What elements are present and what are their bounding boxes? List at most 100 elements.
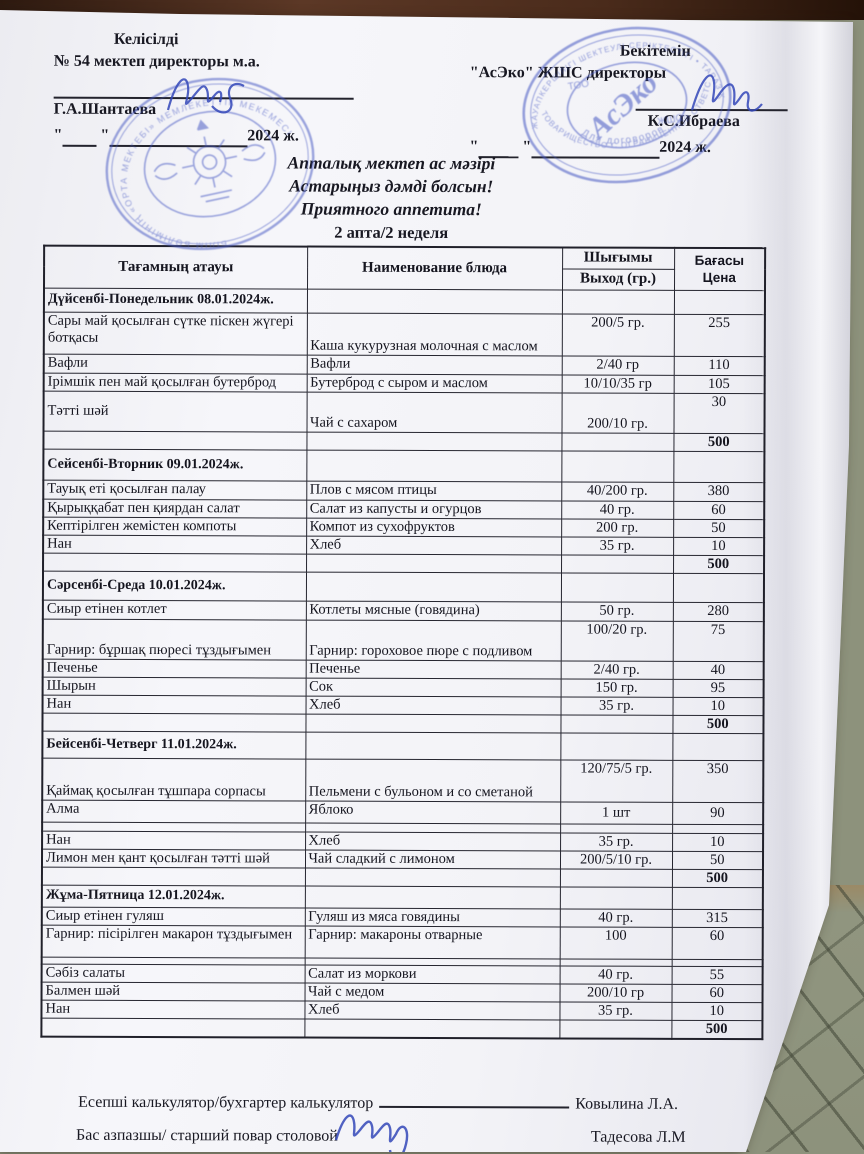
menu-cell-kk: Ірімшік пен май қосылған бутерброд xyxy=(43,372,307,392)
menu-row: Гарнир: бұршақ пюресі тұздығымен Гарнир: … xyxy=(42,618,764,662)
approval-left-title: Келісілді xyxy=(113,30,179,49)
menu-cell-kk: Балмен шәй xyxy=(41,981,305,1001)
menu-row: Сиыр етінен котлет Котлеты мясные (говяди… xyxy=(42,599,764,622)
quote-mark: " xyxy=(53,126,63,144)
menu-cell-price xyxy=(672,572,765,603)
title-line-kk2: Астарыңыз дәмді болсын! xyxy=(289,175,494,197)
menu-cell-out: 35 гр. xyxy=(560,696,673,715)
menu-cell-kk: Сары май қосылған сүтке піскен жүгері бо… xyxy=(43,311,307,355)
menu-cell-ru xyxy=(304,885,560,909)
signature-line-right xyxy=(635,84,788,112)
menu-cell-out xyxy=(560,714,673,733)
menu-cell-price: 315 xyxy=(671,908,763,928)
menu-cell-out: 200/10 гр xyxy=(559,983,672,1002)
menu-cell-ru: Салат из моркови xyxy=(304,964,560,984)
menu-cell-ru xyxy=(304,1018,560,1038)
menu-row: Тәтті шәй Чай с сахаром 200/10 гр. 30 xyxy=(43,390,765,434)
menu-row: Сары май қосылған сүтке піскен жүгері бо… xyxy=(43,311,765,357)
menu-cell-price: 10 xyxy=(673,536,765,556)
menu-cell-kk: Вафли xyxy=(43,353,307,374)
menu-cell-price xyxy=(673,450,765,483)
col-header-output-kk: Шығымы xyxy=(562,247,675,269)
menu-cell-out: 35 гр. xyxy=(559,1001,672,1020)
menu-cell-price: 50 xyxy=(673,518,765,538)
menu-cell-out: 200 гр. xyxy=(561,518,674,537)
menu-cell-ru: Яблоко xyxy=(305,800,561,824)
menu-cell-out: 40 гр. xyxy=(559,965,672,984)
menu-cell-price xyxy=(672,823,764,834)
menu-cell-kk: Нан xyxy=(41,999,305,1019)
menu-cell-kk: Сәбіз салаты xyxy=(41,963,305,983)
price-label-kk: Бағасы xyxy=(694,253,745,269)
day-title: Жұма-Пятница 12.01.2024ж. xyxy=(41,884,305,908)
day-header-row: Сейсенбі-Вторник 09.01.2024ж. xyxy=(43,448,765,483)
menu-cell-out xyxy=(560,823,673,833)
approval-block-right: Бекітемін "АсЭко" ЖШС директоры К.С.Ибра… xyxy=(469,40,809,159)
menu-cell-kk: Қырыққабат пен қиярдан салат xyxy=(43,498,307,518)
menu-cell-out: 150 гр. xyxy=(560,678,673,697)
price-label-ru: Цена xyxy=(702,270,736,286)
col-header-price: Бағасы Цена xyxy=(674,247,766,291)
day-header-row: Сәрсенбі-Среда 10.01.2024ж. xyxy=(42,570,765,603)
menu-cell-ru: Хлеб xyxy=(305,831,561,851)
day-title: Сәрсенбі-Среда 10.01.2024ж. xyxy=(42,570,307,601)
approval-left-org: № 54 мектеп директоры м.а. xyxy=(53,52,260,71)
menu-cell-ru xyxy=(305,731,561,760)
week-label: 2 апта/2 неделя xyxy=(334,222,449,243)
menu-cell-out xyxy=(559,1019,672,1039)
day-title: Бейсенбі-Четверг 11.01.2024ж. xyxy=(42,730,306,759)
menu-cell-price: 380 xyxy=(673,481,765,502)
menu-cell-kk: Тауық еті қосылған палау xyxy=(43,479,307,500)
menu-cell-ru: Хлеб xyxy=(306,535,562,555)
menu-cell-ru xyxy=(306,553,562,573)
menu-cell-price: 110 xyxy=(673,355,765,376)
menu-cell-price: 60 xyxy=(673,500,765,520)
menu-cell-price: 60 xyxy=(671,926,763,960)
quote-mark: " xyxy=(100,126,110,144)
menu-row: Вафли Вафли 2/40 гр 110 xyxy=(43,353,765,376)
menu-cell-ru: Котлеты мясные (говядина) xyxy=(305,600,561,621)
menu-cell-kk: Нан xyxy=(42,694,306,714)
accountant-label: Есепші калькулятор/бухгартер калькулятор xyxy=(78,1093,374,1112)
total: 500 xyxy=(673,554,765,574)
menu-cell-out: 2/40 гр. xyxy=(560,660,673,679)
menu-cell-price: 30 xyxy=(673,392,765,434)
approval-block-left: Келісілді № 54 мектеп директоры м.а. Г.А… xyxy=(53,29,393,148)
menu-cell-ru: Чай сладкий с лимоном xyxy=(304,849,561,869)
menu-cell-ru: Каша кукурузная молочная с маслом xyxy=(306,312,562,356)
menu-cell-price: 280 xyxy=(672,601,764,622)
menu-cell-ru: Плов с мясом птицы xyxy=(306,480,562,501)
chef-signature-gap xyxy=(342,1141,587,1142)
menu-cell-price: 50 xyxy=(671,850,764,870)
accountant-name: Ковылина Л.А. xyxy=(575,1095,679,1113)
menu-cell-out xyxy=(560,732,673,760)
total: 500 xyxy=(671,1019,763,1039)
menu-cell-price xyxy=(672,732,764,761)
menu-table: Тағамның атауы Наименование блюда Шығымы… xyxy=(40,244,767,1040)
menu-cell-price: 95 xyxy=(672,678,764,698)
menu-cell-ru xyxy=(305,713,561,733)
menu-cell-kk xyxy=(41,1017,305,1038)
menu-cell-out: 120/75/5 гр. xyxy=(560,759,673,802)
menu-cell-ru: Компот из сухофруктов xyxy=(306,517,562,537)
menu-cell-price xyxy=(673,289,765,315)
date-blank xyxy=(62,129,97,147)
menu-cell-price xyxy=(671,886,763,910)
document-title: Апталық мектеп ас мәзірі Астарыңыз дәмді… xyxy=(1,150,781,244)
menu-cell-ru: Хлеб xyxy=(304,1000,560,1020)
chef-label: Бас азпазшы/ старший повар столовой xyxy=(76,1126,338,1145)
day-total-row: 500 xyxy=(41,1017,763,1039)
menu-cell-out: 100/20 гр. xyxy=(560,620,673,661)
menu-cell-kk: Нан xyxy=(43,534,307,554)
approval-right-name: К.С.Ибраева xyxy=(647,112,740,131)
menu-cell-price: 55 xyxy=(671,965,763,985)
menu-cell-ru: Гарнир: макароны отварные xyxy=(304,925,560,959)
menu-cell-ru: Вафли xyxy=(306,354,562,375)
total: 500 xyxy=(672,714,764,734)
menu-cell-out xyxy=(559,868,672,887)
menu-cell-ru: Печенье xyxy=(305,659,561,679)
day-header-row: Бейсенбі-Четверг 11.01.2024ж. xyxy=(42,730,764,761)
menu-cell-ru xyxy=(305,571,562,602)
